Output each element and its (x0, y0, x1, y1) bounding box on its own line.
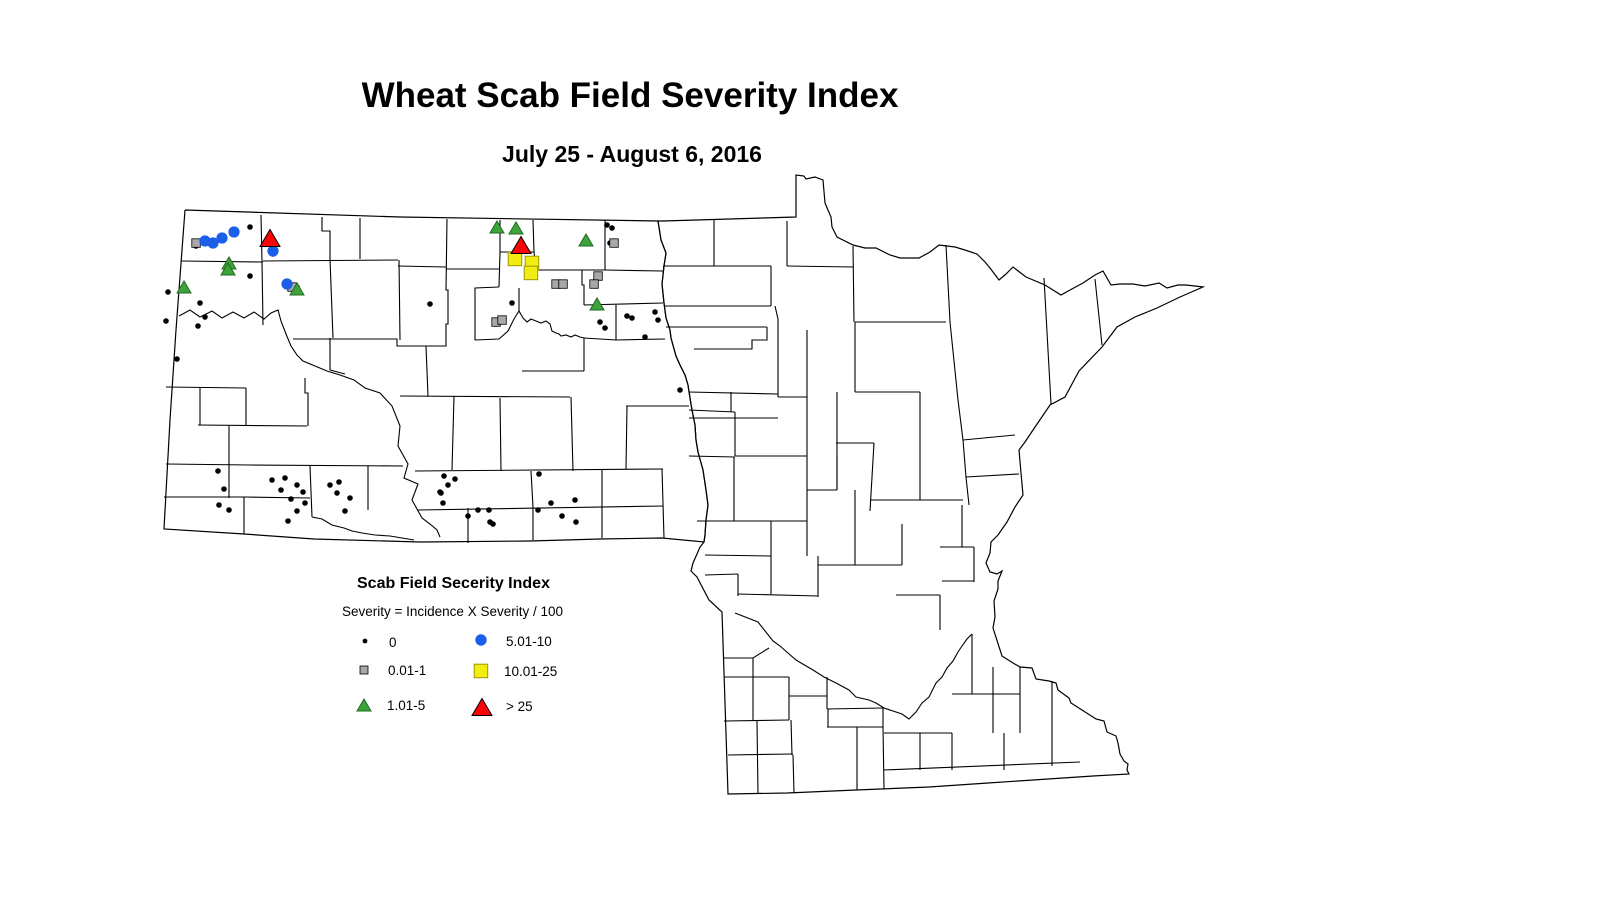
svg-text:Severity = Incidence X Severit: Severity = Incidence X Severity / 100 (342, 604, 563, 619)
svg-text:1.01-5: 1.01-5 (387, 698, 425, 713)
svg-text:0.01-1: 0.01-1 (388, 663, 426, 678)
svg-text:July 25 - August 6, 2016: July 25 - August 6, 2016 (502, 141, 762, 167)
svg-text:Scab Field Secerity Index: Scab Field Secerity Index (357, 575, 550, 592)
svg-text:0: 0 (389, 635, 397, 650)
svg-text:5.01-10: 5.01-10 (506, 634, 552, 649)
svg-text:> 25: > 25 (506, 699, 533, 714)
svg-text:Wheat Scab Field Severity Inde: Wheat Scab Field Severity Index (362, 76, 899, 115)
svg-text:10.01-25: 10.01-25 (504, 664, 557, 679)
